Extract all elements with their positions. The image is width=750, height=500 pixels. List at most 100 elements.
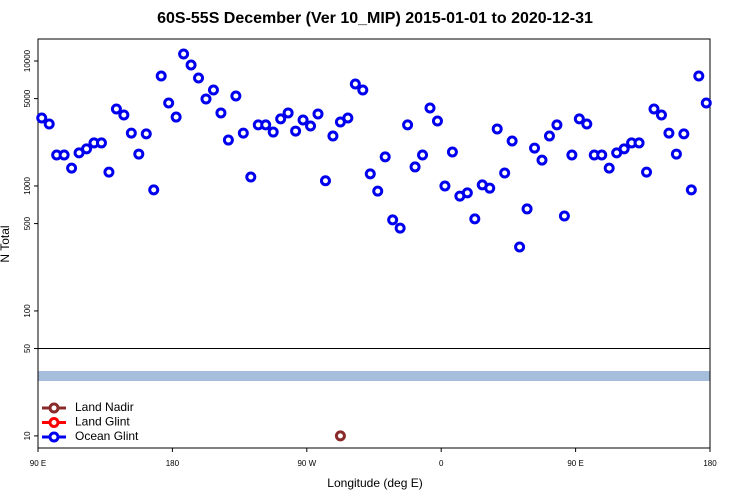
x-tick-label: 90 W [297, 459, 316, 468]
data-point [103, 166, 115, 178]
data-point [81, 143, 93, 155]
data-point [170, 111, 182, 123]
data-point [178, 48, 190, 60]
data-point [193, 72, 205, 84]
legend-marker [48, 402, 60, 414]
plot-frame [37, 38, 711, 449]
x-tick-label: 180 [166, 459, 180, 468]
data-point [275, 113, 287, 125]
data-point [424, 102, 436, 114]
data-point [319, 175, 331, 187]
data-point [446, 146, 458, 158]
legend-marker [48, 431, 60, 443]
data-point [573, 113, 585, 125]
data-point [402, 119, 414, 131]
data-point [334, 430, 346, 442]
data-point [693, 70, 705, 82]
data-point [663, 127, 675, 139]
legend-label: Land Nadir [75, 400, 134, 414]
data-point [603, 162, 615, 174]
data-point [648, 103, 660, 115]
data-point [678, 128, 690, 140]
data-point [387, 214, 399, 226]
data-point [543, 130, 555, 142]
data-point [372, 185, 384, 197]
data-point [222, 134, 234, 146]
data-point [670, 148, 682, 160]
data-point [312, 108, 324, 120]
data-point [641, 166, 653, 178]
data-point [237, 127, 249, 139]
data-point [297, 114, 309, 126]
y-tick-label: 50 [23, 344, 32, 353]
data-point [536, 154, 548, 166]
data-point [618, 143, 630, 155]
data-point [379, 151, 391, 163]
data-point [282, 107, 294, 119]
y-tick-label: 10 [23, 431, 32, 440]
data-point [685, 184, 697, 196]
data-point [342, 112, 354, 124]
chart-title: 60S-55S December (Ver 10_MIP) 2015-01-01… [157, 10, 593, 27]
data-point [499, 167, 511, 179]
data-point [394, 222, 406, 234]
data-point [327, 130, 339, 142]
data-point [230, 90, 242, 102]
y-tick-label: 5000 [23, 89, 32, 107]
data-point [566, 149, 578, 161]
data-point [125, 127, 137, 139]
data-point [200, 93, 212, 105]
data-point [260, 119, 272, 131]
y-tick-label: 500 [23, 216, 32, 230]
data-point [558, 210, 570, 222]
x-tick-label: 90 E [567, 459, 583, 468]
data-point [469, 213, 481, 225]
data-point [215, 107, 227, 119]
data-point [185, 59, 197, 71]
data-point [58, 149, 70, 161]
data-point [655, 109, 667, 121]
data-point [431, 115, 443, 127]
data-point [245, 171, 257, 183]
data-point [267, 126, 279, 138]
data-point [290, 125, 302, 137]
data-point [133, 148, 145, 160]
y-tick-label: 100 [23, 304, 32, 318]
data-point [305, 120, 317, 132]
x-tick-label: 90 E [30, 459, 46, 468]
data-point [514, 241, 526, 253]
y-axis-label: N Total [0, 225, 12, 262]
data-point [506, 135, 518, 147]
legend-label: Ocean Glint [75, 429, 139, 443]
data-point [417, 149, 429, 161]
data-point [551, 119, 563, 131]
data-point [529, 142, 541, 154]
data-point [633, 137, 645, 149]
data-point [118, 109, 130, 121]
data-point [439, 180, 451, 192]
data-point [36, 112, 48, 124]
coverage-band [38, 371, 710, 381]
data-point [148, 184, 160, 196]
data-point [461, 187, 473, 199]
x-tick-label: 180 [703, 459, 717, 468]
legend-label: Land Glint [75, 415, 130, 429]
data-point [491, 123, 503, 135]
data-point [581, 118, 593, 130]
data-point [700, 97, 712, 109]
data-point [163, 97, 175, 109]
data-point [484, 182, 496, 194]
y-tick-label: 1000 [23, 177, 32, 195]
legend-marker [48, 417, 60, 428]
data-point [110, 103, 122, 115]
x-axis-label: Longitude (deg E) [327, 476, 422, 490]
data-point [207, 84, 219, 96]
data-point [95, 137, 107, 149]
data-point [43, 118, 55, 130]
y-tick-label: 10000 [23, 49, 32, 72]
data-point [409, 161, 421, 173]
data-point [66, 162, 78, 174]
data-point [596, 149, 608, 161]
